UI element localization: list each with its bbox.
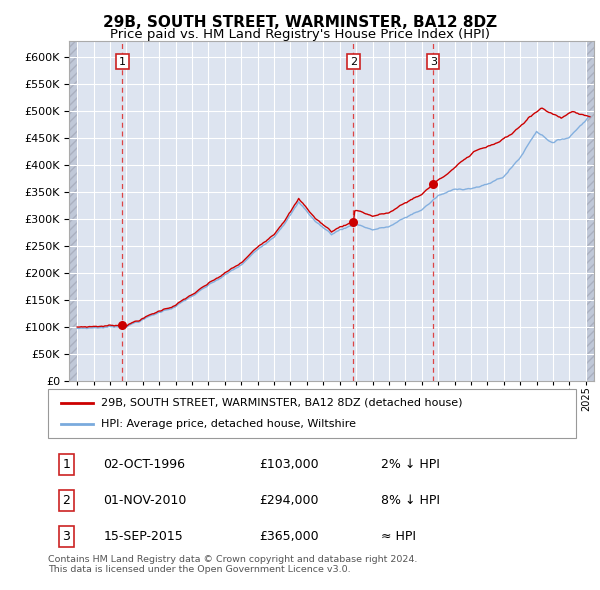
Text: 1: 1 xyxy=(119,57,126,67)
Text: 29B, SOUTH STREET, WARMINSTER, BA12 8DZ: 29B, SOUTH STREET, WARMINSTER, BA12 8DZ xyxy=(103,15,497,30)
Text: £103,000: £103,000 xyxy=(259,458,319,471)
FancyBboxPatch shape xyxy=(48,389,576,438)
Text: 1: 1 xyxy=(62,458,70,471)
Text: 8% ↓ HPI: 8% ↓ HPI xyxy=(380,494,440,507)
Text: Contains HM Land Registry data © Crown copyright and database right 2024.
This d: Contains HM Land Registry data © Crown c… xyxy=(48,555,418,574)
Text: 2% ↓ HPI: 2% ↓ HPI xyxy=(380,458,440,471)
Bar xyxy=(69,41,77,381)
Text: HPI: Average price, detached house, Wiltshire: HPI: Average price, detached house, Wilt… xyxy=(101,419,356,430)
Text: 02-OCT-1996: 02-OCT-1996 xyxy=(103,458,185,471)
Text: 29B, SOUTH STREET, WARMINSTER, BA12 8DZ (detached house): 29B, SOUTH STREET, WARMINSTER, BA12 8DZ … xyxy=(101,398,463,408)
Text: ≈ HPI: ≈ HPI xyxy=(380,530,416,543)
Text: 3: 3 xyxy=(430,57,437,67)
Text: 2: 2 xyxy=(350,57,357,67)
Bar xyxy=(69,41,77,381)
Bar xyxy=(586,41,594,381)
Text: Price paid vs. HM Land Registry's House Price Index (HPI): Price paid vs. HM Land Registry's House … xyxy=(110,28,490,41)
Text: 2: 2 xyxy=(62,494,70,507)
Text: 15-SEP-2015: 15-SEP-2015 xyxy=(103,530,183,543)
Text: 3: 3 xyxy=(62,530,70,543)
Text: £294,000: £294,000 xyxy=(259,494,319,507)
Text: £365,000: £365,000 xyxy=(259,530,319,543)
Text: 01-NOV-2010: 01-NOV-2010 xyxy=(103,494,187,507)
